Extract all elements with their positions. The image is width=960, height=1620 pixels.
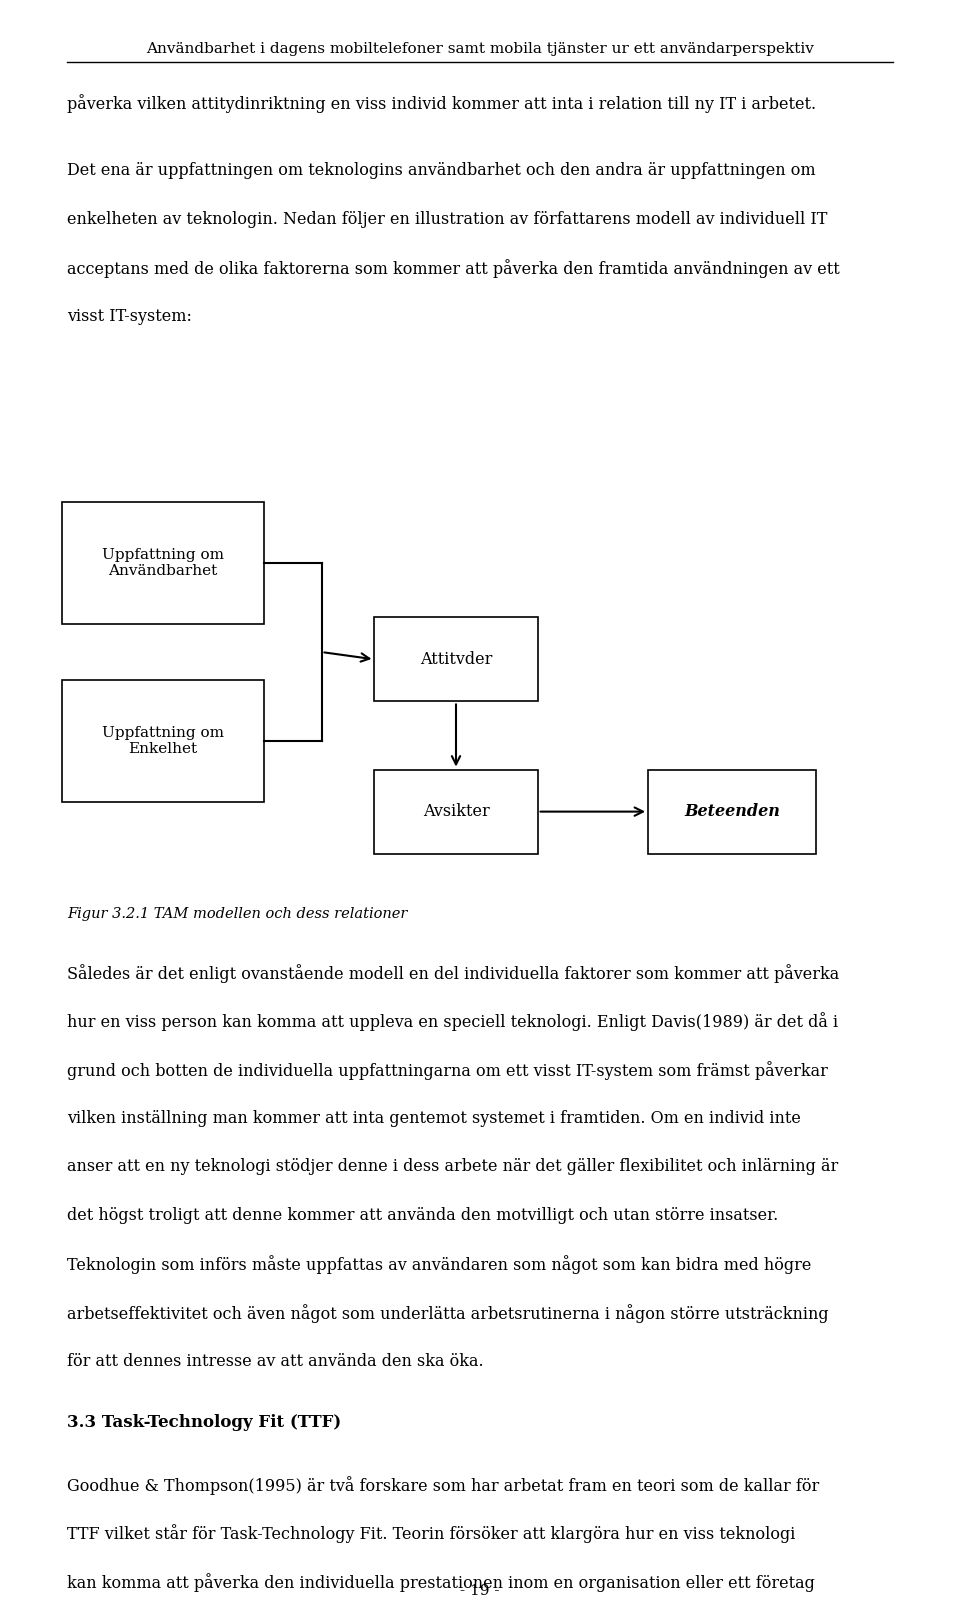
FancyBboxPatch shape <box>374 770 538 854</box>
Text: Figur 3.2.1 TAM modellen och dess relationer: Figur 3.2.1 TAM modellen och dess relati… <box>67 907 408 922</box>
Text: det högst troligt att denne kommer att använda den motvilligt och utan större in: det högst troligt att denne kommer att a… <box>67 1207 779 1223</box>
Text: - 19 -: - 19 - <box>460 1584 500 1599</box>
Text: påverka vilken attitydinriktning en viss individ kommer att inta i relation till: påverka vilken attitydinriktning en viss… <box>67 94 816 113</box>
Text: Beteenden: Beteenden <box>684 804 780 820</box>
Text: hur en viss person kan komma att uppleva en speciell teknologi. Enligt Davis(198: hur en viss person kan komma att uppleva… <box>67 1012 838 1032</box>
Text: vilken inställning man kommer att inta gentemot systemet i framtiden. Om en indi: vilken inställning man kommer att inta g… <box>67 1110 801 1126</box>
Text: 3.3 Task-Technology Fit (TTF): 3.3 Task-Technology Fit (TTF) <box>67 1414 342 1430</box>
Text: Uppfattning om
Användbarhet: Uppfattning om Användbarhet <box>102 548 225 578</box>
Text: visst IT-system:: visst IT-system: <box>67 308 192 324</box>
Text: acceptans med de olika faktorerna som kommer att påverka den framtida användning: acceptans med de olika faktorerna som ko… <box>67 259 840 279</box>
Text: grund och botten de individuella uppfattningarna om ett visst IT-system som främ: grund och botten de individuella uppfatt… <box>67 1061 828 1081</box>
Text: kan komma att påverka den individuella prestationen inom en organisation eller e: kan komma att påverka den individuella p… <box>67 1573 815 1592</box>
Text: Goodhue & Thompson(1995) är två forskare som har arbetat fram en teori som de ka: Goodhue & Thompson(1995) är två forskare… <box>67 1476 820 1495</box>
Text: TTF vilket står för Task-Technology Fit. Teorin försöker att klargöra hur en vis: TTF vilket står för Task-Technology Fit.… <box>67 1524 796 1544</box>
Text: anser att en ny teknologi stödjer denne i dess arbete när det gäller flexibilite: anser att en ny teknologi stödjer denne … <box>67 1158 838 1174</box>
Text: Teknologin som införs måste uppfattas av användaren som något som kan bidra med : Teknologin som införs måste uppfattas av… <box>67 1256 811 1275</box>
FancyBboxPatch shape <box>62 502 264 624</box>
Text: Således är det enligt ovanstående modell en del individuella faktorer som kommer: Således är det enligt ovanstående modell… <box>67 964 839 983</box>
Text: arbetseffektivitet och även något som underlätta arbetsrutinerna i någon större : arbetseffektivitet och även något som un… <box>67 1304 828 1324</box>
Text: Uppfattning om
Enkelhet: Uppfattning om Enkelhet <box>102 726 225 757</box>
Text: Det ena är uppfattningen om teknologins användbarhet och den andra är uppfattnin: Det ena är uppfattningen om teknologins … <box>67 162 816 178</box>
Text: Attitvder: Attitvder <box>420 651 492 667</box>
Text: Avsikter: Avsikter <box>422 804 490 820</box>
FancyBboxPatch shape <box>648 770 816 854</box>
Text: Användbarhet i dagens mobiltelefoner samt mobila tjänster ur ett användarperspek: Användbarhet i dagens mobiltelefoner sam… <box>146 42 814 57</box>
Text: enkelheten av teknologin. Nedan följer en illustration av författarens modell av: enkelheten av teknologin. Nedan följer e… <box>67 211 828 227</box>
FancyBboxPatch shape <box>374 617 538 701</box>
Text: för att dennes intresse av att använda den ska öka.: för att dennes intresse av att använda d… <box>67 1353 484 1369</box>
FancyBboxPatch shape <box>62 680 264 802</box>
